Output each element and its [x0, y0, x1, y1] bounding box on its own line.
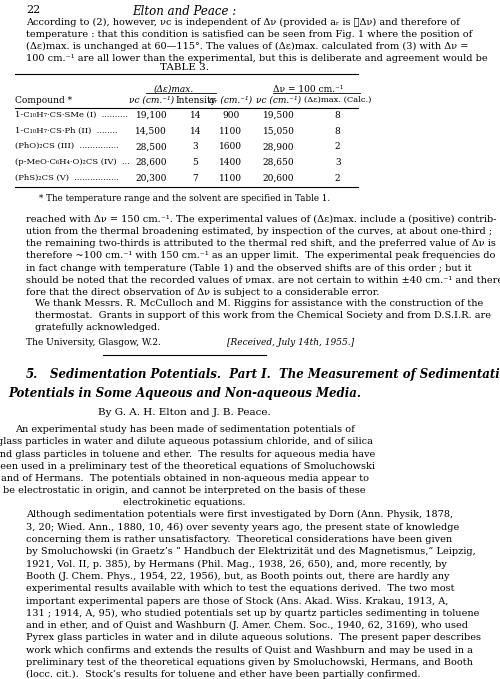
Text: 3: 3 [335, 158, 340, 167]
Text: 5.: 5. [26, 368, 38, 381]
Text: νc (cm.⁻¹): νc (cm.⁻¹) [129, 96, 174, 105]
Text: 1400: 1400 [219, 158, 242, 167]
Text: TABLE 3.: TABLE 3. [160, 62, 209, 71]
Text: 2: 2 [335, 143, 340, 151]
Text: We thank Messrs. R. McCulloch and M. Riggins for assistance with the constructio: We thank Messrs. R. McCulloch and M. Rig… [35, 299, 491, 333]
Text: 19,500: 19,500 [263, 111, 294, 120]
Text: 3: 3 [193, 143, 198, 151]
Text: (p-MeO·C₆H₄·O)₂CS (IV)  ...: (p-MeO·C₆H₄·O)₂CS (IV) ... [15, 158, 130, 166]
Text: The University, Glasgow, W.2.: The University, Glasgow, W.2. [26, 338, 160, 347]
Text: By G. A. H. Elton and J. B. Peace.: By G. A. H. Elton and J. B. Peace. [98, 407, 271, 416]
Text: According to (2), however, νc is independent of Δν (provided aᵣ is ≫Δν) and ther: According to (2), however, νc is indepen… [26, 18, 487, 63]
Text: 28,600: 28,600 [136, 158, 167, 167]
Text: 14: 14 [190, 111, 202, 120]
Text: * The temperature range and the solvent are specified in Table 1.: * The temperature range and the solvent … [39, 194, 330, 203]
Text: aᵣ (cm.⁻¹): aᵣ (cm.⁻¹) [209, 96, 252, 105]
Text: 15,050: 15,050 [262, 127, 294, 136]
Text: 1600: 1600 [219, 143, 242, 151]
Text: Intensity: Intensity [175, 96, 216, 105]
Text: 5: 5 [192, 158, 198, 167]
Text: Elton and Peace :: Elton and Peace : [132, 5, 236, 18]
Text: (Δε)max.: (Δε)max. [154, 85, 194, 94]
Text: Δν = 100 cm.⁻¹: Δν = 100 cm.⁻¹ [273, 85, 344, 94]
Text: (PhO)₂CS (III)  ...............: (PhO)₂CS (III) ............... [15, 143, 118, 150]
Text: Although sedimentation potentials were first investigated by Dorn (Ann. Physik, : Although sedimentation potentials were f… [26, 510, 481, 679]
Text: 28,900: 28,900 [263, 143, 294, 151]
Text: 20,300: 20,300 [136, 174, 167, 183]
Text: 19,100: 19,100 [136, 111, 167, 120]
Text: 1100: 1100 [219, 127, 242, 136]
Text: 8: 8 [335, 111, 340, 120]
Text: reached with Δν = 150 cm.⁻¹. The experimental values of (Δε)max. include a (posi: reached with Δν = 150 cm.⁻¹. The experim… [26, 215, 500, 297]
Text: 7: 7 [192, 174, 198, 183]
Text: 14: 14 [190, 127, 202, 136]
Text: An experimental study has been made of sedimentation potentials of
glass particl: An experimental study has been made of s… [0, 425, 375, 507]
Text: 28,650: 28,650 [263, 158, 294, 167]
Text: Compound *: Compound * [15, 96, 72, 105]
Text: 1-C₁₀H₇·CS·Ph (II)  ........: 1-C₁₀H₇·CS·Ph (II) ........ [15, 127, 118, 134]
Text: 900: 900 [222, 111, 240, 120]
Text: (Δε)max. (Calc.): (Δε)max. (Calc.) [304, 96, 372, 104]
Text: 20,600: 20,600 [263, 174, 294, 183]
Text: 2: 2 [335, 174, 340, 183]
Text: νc (cm.⁻¹): νc (cm.⁻¹) [256, 96, 301, 105]
Text: 1-C₁₀H₇·CS·SMe (I)  ..........: 1-C₁₀H₇·CS·SMe (I) .......... [15, 111, 128, 119]
Text: Sedimentation Potentials.  Part I.  The Measurement of Sedimentation: Sedimentation Potentials. Part I. The Me… [50, 368, 500, 381]
Text: (PhS)₂CS (V)  .................: (PhS)₂CS (V) ................. [15, 174, 118, 181]
Text: 28,500: 28,500 [136, 143, 167, 151]
Text: [Received, July 14th, 1955.]: [Received, July 14th, 1955.] [227, 338, 354, 347]
Text: 14,500: 14,500 [136, 127, 167, 136]
Text: 8: 8 [335, 127, 340, 136]
Text: 22: 22 [26, 5, 40, 15]
Text: Potentials in Some Aqueous and Non-aqueous Media.: Potentials in Some Aqueous and Non-aqueo… [8, 387, 361, 400]
Text: 1100: 1100 [219, 174, 242, 183]
